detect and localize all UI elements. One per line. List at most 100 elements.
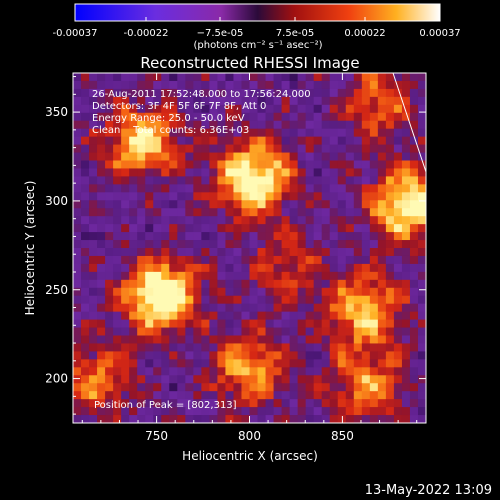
heatmap-cell (97, 104, 106, 114)
heatmap-cell (217, 240, 226, 249)
heatmap-cell (153, 295, 162, 305)
heatmap-cell (97, 232, 106, 241)
heatmap-cell (73, 351, 82, 360)
heatmap-cell (257, 359, 266, 368)
heatmap-cell (329, 319, 339, 328)
heatmap-cell (193, 399, 202, 408)
heatmap-cell (321, 136, 331, 145)
heatmap-cell (401, 311, 411, 320)
heatmap-cell (145, 73, 154, 82)
heatmap-cell (385, 176, 395, 185)
heatmap-cell (361, 224, 371, 233)
solar-limb (392, 73, 426, 173)
heatmap-cell (233, 128, 242, 138)
heatmap-cell (321, 224, 331, 233)
heatmap-cell (345, 399, 355, 408)
heatmap-cell (337, 255, 347, 265)
heatmap-cell (329, 144, 339, 153)
heatmap-cell (345, 120, 355, 130)
heatmap-cell (193, 271, 202, 281)
heatmap-cell (265, 144, 274, 153)
heatmap-cell (281, 319, 291, 328)
heatmap-cell (129, 263, 138, 273)
heatmap-cell (121, 128, 130, 138)
heatmap-cell (137, 160, 146, 169)
heatmap-cell (153, 383, 162, 392)
heatmap-cell (337, 311, 347, 320)
heatmap-cell (409, 279, 419, 289)
heatmap-cell (209, 96, 218, 106)
heatmap-cell (249, 375, 258, 384)
heatmap-cell (249, 271, 258, 281)
heatmap-cell (97, 287, 106, 297)
heatmap-cell (401, 279, 411, 289)
heatmap-cell (169, 271, 178, 281)
heatmap-cell (81, 319, 90, 328)
heatmap-cell (321, 176, 331, 185)
heatmap-cell (289, 200, 299, 209)
heatmap-cell (169, 112, 178, 122)
heatmap-cell (97, 160, 106, 169)
heatmap-cell (249, 184, 258, 193)
heatmap-cell (297, 343, 307, 352)
heatmap-cell (305, 208, 315, 217)
heatmap-cell (361, 152, 371, 161)
heatmap-cell (273, 335, 282, 344)
heatmap-cell (337, 208, 347, 217)
heatmap-cell (385, 144, 395, 153)
heatmap-cell (201, 88, 210, 98)
heatmap-cell (417, 120, 426, 130)
heatmap-cell (377, 200, 387, 209)
heatmap-cell (121, 168, 130, 177)
heatmap-cell (217, 311, 226, 320)
heatmap-cell (401, 168, 411, 177)
heatmap-cell (417, 391, 426, 400)
heatmap-cell (137, 335, 146, 344)
heatmap-cell (89, 279, 98, 289)
heatmap-cell (337, 152, 347, 161)
heatmap-cell (385, 319, 395, 328)
heatmap-cell (105, 152, 114, 161)
heatmap-cell (129, 112, 138, 122)
heatmap-cell (305, 375, 315, 384)
heatmap-cell (313, 343, 323, 352)
heatmap-cell (185, 88, 194, 98)
heatmap-cell (329, 248, 339, 257)
heatmap-cell (137, 176, 146, 185)
heatmap-cell (249, 144, 258, 153)
heatmap-cell (281, 407, 291, 416)
heatmap-cell (89, 335, 98, 344)
heatmap-cell (377, 232, 387, 241)
heatmap-cell (121, 160, 130, 169)
heatmap-cell (249, 160, 258, 169)
heatmap-cell (185, 112, 194, 122)
heatmap-cell (369, 128, 379, 138)
heatmap-cell (169, 216, 178, 225)
heatmap-cell (193, 176, 202, 185)
heatmap-cell (81, 112, 90, 122)
heatmap-cell (161, 240, 170, 249)
heatmap-cell (105, 359, 114, 368)
heatmap-cell (89, 327, 98, 336)
heatmap-cell (281, 240, 291, 249)
heatmap-cell (353, 136, 363, 145)
heatmap-cell (217, 383, 226, 392)
heatmap-cell (89, 343, 98, 352)
heatmap-cell (97, 192, 106, 201)
heatmap-cell (137, 287, 146, 297)
heatmap-cell (89, 216, 98, 225)
heatmap-cell (193, 279, 202, 289)
heatmap-cell (417, 136, 426, 145)
heatmap-cell (113, 208, 122, 217)
heatmap-cell (401, 343, 411, 352)
heatmap-cell (73, 391, 82, 400)
heatmap-cell (137, 120, 146, 130)
y-axis-label: Heliocentric Y (arcsec) (23, 181, 37, 316)
heatmap-cell (369, 263, 379, 273)
heatmap-cell (241, 295, 250, 305)
heatmap-cell (177, 271, 186, 281)
heatmap-cell (113, 311, 122, 320)
heatmap-cell (153, 112, 162, 122)
heatmap-cell (185, 311, 194, 320)
heatmap-cell (329, 303, 339, 313)
